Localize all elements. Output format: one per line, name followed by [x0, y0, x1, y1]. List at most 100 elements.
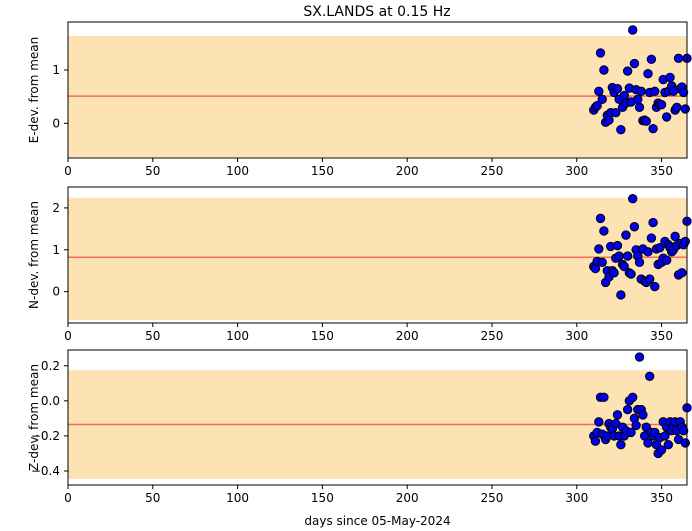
data-point [644, 274, 655, 284]
panel-3: 0 50 100 150 200 250 300 350 0.2 0.0 −0.2 −0.4Z-dev… [27, 349, 692, 528]
data-point [622, 251, 633, 261]
data-point [597, 94, 607, 105]
data-point [609, 268, 619, 278]
data-point [656, 445, 667, 455]
data-point [616, 290, 626, 300]
data-point [680, 438, 691, 448]
y-tick-label: 1 [52, 63, 60, 77]
x-tick-label: 300 [565, 164, 588, 178]
data-point [590, 436, 601, 446]
data-point [643, 69, 653, 79]
data-point [644, 371, 655, 381]
data-point [595, 48, 606, 58]
data-point [661, 112, 672, 122]
data-point [633, 94, 643, 105]
y-tick-label: 0.0 [41, 394, 60, 408]
data-point [611, 107, 621, 118]
data-point [680, 236, 691, 247]
data-point [612, 83, 623, 94]
data-point [599, 226, 609, 236]
data-points [589, 25, 692, 135]
data-point [614, 251, 624, 261]
x-tick-label: 350 [650, 491, 673, 505]
x-tick-label: 350 [650, 329, 673, 343]
data-point [616, 125, 626, 135]
data-point [655, 242, 665, 253]
data-point [621, 230, 631, 240]
data-point [677, 268, 687, 278]
data-point [599, 392, 609, 403]
data-point [663, 439, 674, 450]
data-point [622, 404, 633, 415]
x-tick-label: 0 [64, 329, 72, 343]
x-tick-label: 200 [396, 491, 419, 505]
data-point [619, 261, 629, 272]
data-point [594, 417, 604, 427]
data-point [594, 244, 604, 254]
x-tick-label: 200 [396, 329, 419, 343]
y-tick-label: −0.2 [31, 429, 60, 443]
y-axis-label: N-dev. from mean [27, 201, 41, 309]
data-points [589, 352, 692, 459]
data-point [672, 102, 682, 113]
data-point [597, 257, 607, 268]
x-axis-label: days since 05-May-2024 [304, 514, 450, 528]
data-point [629, 58, 640, 69]
x-tick-label: 0 [64, 491, 72, 505]
x-tick-label: 300 [565, 491, 588, 505]
data-point [646, 54, 657, 65]
x-tick-label: 150 [311, 164, 334, 178]
data-point [594, 86, 604, 97]
data-point [612, 240, 623, 251]
data-point [592, 101, 602, 111]
data-point [599, 65, 609, 75]
data-point [661, 255, 672, 265]
y-tick-label: 0.2 [41, 359, 60, 373]
data-point [631, 420, 641, 431]
x-tick-label: 100 [226, 491, 249, 505]
data-point [670, 231, 680, 242]
x-tick-label: 250 [481, 491, 504, 505]
y-tick-label: 0 [52, 285, 60, 299]
data-point [626, 427, 636, 438]
y-axis-label: Z-dev. from mean [27, 364, 41, 471]
x-tick-label: 350 [650, 164, 673, 178]
x-tick-label: 150 [311, 491, 334, 505]
x-tick-label: 50 [145, 164, 160, 178]
y-tick-label: 1 [52, 243, 60, 257]
plot-frame [67, 186, 688, 324]
plot-frame [67, 349, 688, 486]
x-tick-label: 50 [145, 329, 160, 343]
data-point [650, 86, 660, 97]
data-point [646, 233, 657, 243]
x-tick-label: 200 [396, 164, 419, 178]
data-point [660, 431, 670, 441]
y-tick-label: −0.4 [31, 464, 60, 478]
data-point [643, 247, 653, 257]
x-tick-label: 50 [145, 491, 160, 505]
data-point [628, 392, 638, 403]
data-point [612, 410, 623, 420]
data-point [634, 102, 645, 113]
data-point [641, 116, 651, 126]
panel-2: 0 50 100 150 200 250 300 350 0 1 2 N-dev. from mean [27, 186, 692, 343]
x-tick-label: 100 [226, 329, 249, 343]
y-tick-label: 2 [52, 201, 60, 215]
data-point [616, 439, 626, 450]
data-point [629, 222, 640, 232]
data-point [634, 352, 645, 362]
data-point [622, 66, 633, 76]
x-tick-label: 100 [226, 164, 249, 178]
data-point [638, 410, 648, 420]
data-point [678, 87, 689, 98]
data-point [673, 53, 684, 63]
data-point [678, 425, 689, 436]
y-axis-label: E-dev. from mean [27, 37, 41, 143]
x-tick-label: 150 [311, 329, 334, 343]
y-tick-label: 0 [52, 116, 60, 130]
data-point [680, 104, 691, 114]
data-point [636, 86, 646, 97]
data-point [650, 281, 660, 292]
